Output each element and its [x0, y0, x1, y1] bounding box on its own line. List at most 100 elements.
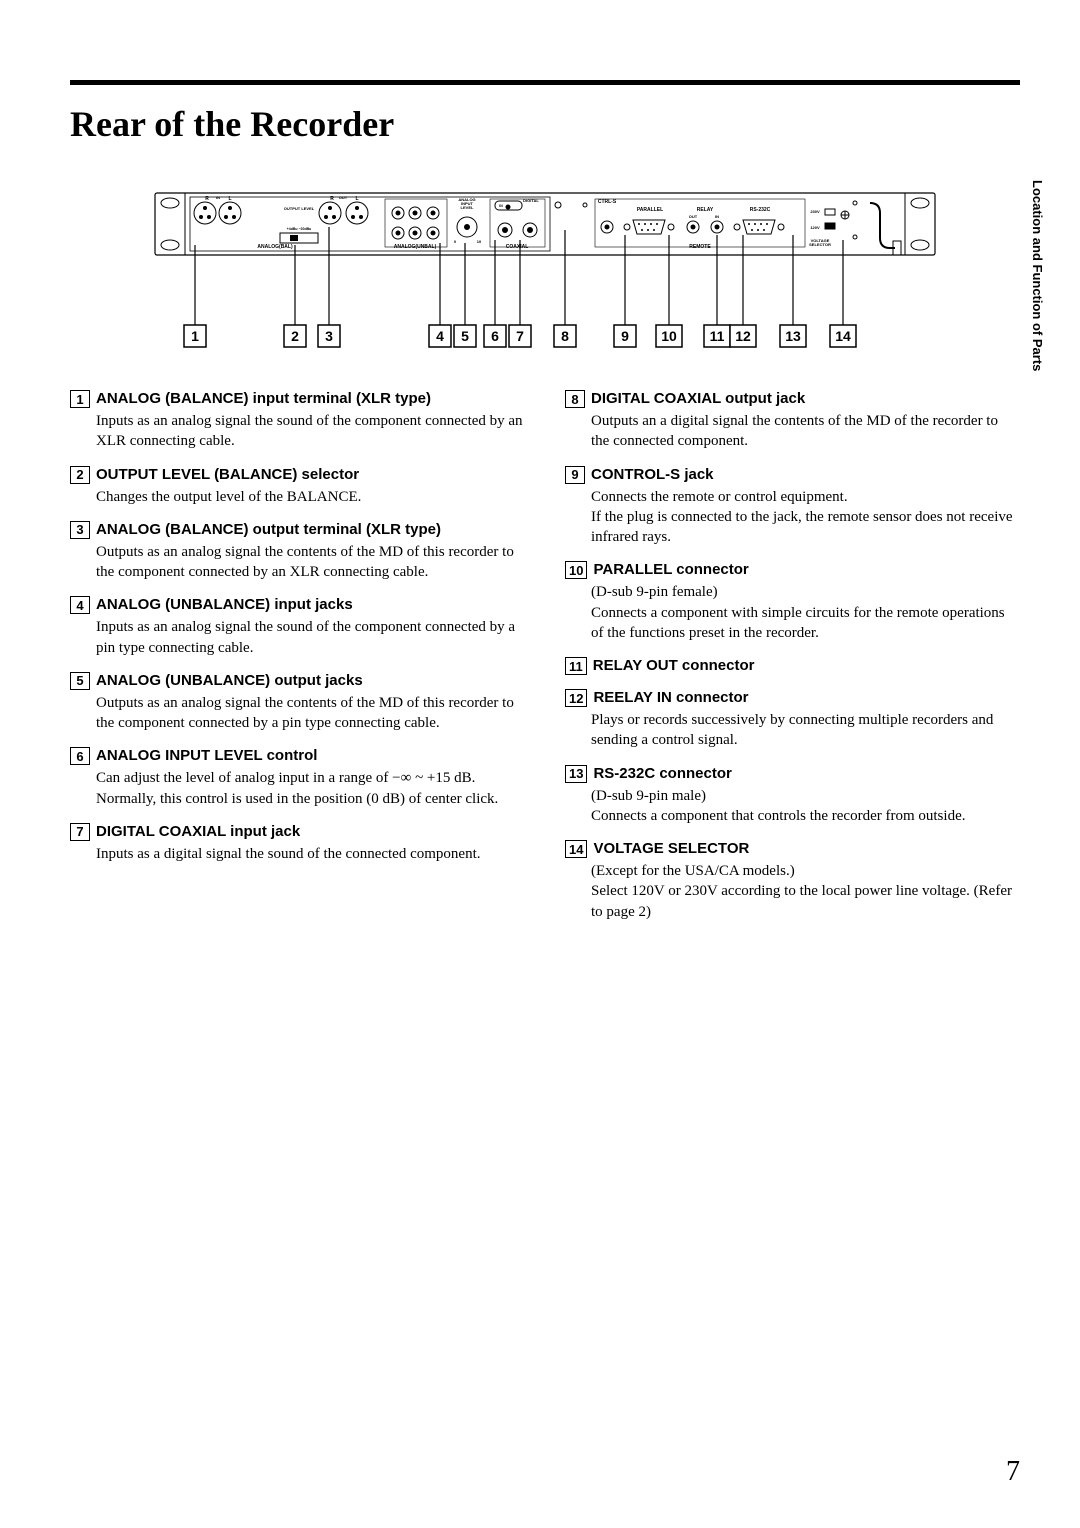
svg-text:IN: IN	[499, 204, 503, 208]
svg-text:1: 1	[191, 328, 199, 344]
item-desc: Can adjust the level of analog input in …	[96, 768, 525, 809]
item-desc: Inputs as an analog signal the sound of …	[96, 411, 525, 452]
svg-text:5: 5	[461, 328, 469, 344]
item-title-text: ANALOG (UNBALANCE) input jacks	[96, 596, 353, 613]
svg-text:R: R	[330, 196, 334, 202]
svg-text:CTRL-S: CTRL-S	[598, 199, 617, 205]
svg-text:REMOTE: REMOTE	[689, 244, 711, 250]
section-rule	[70, 80, 1020, 85]
number-box: 12	[565, 689, 587, 707]
svg-text:OUTPUT LEVEL: OUTPUT LEVEL	[284, 206, 315, 211]
item-title: 4 ANALOG (UNBALANCE) input jacks	[70, 596, 525, 614]
svg-text:COAXIAL: COAXIAL	[506, 244, 529, 250]
item-desc: Connects the remote or control equipment…	[591, 487, 1020, 548]
item-title-text: RELAY OUT connector	[593, 657, 755, 674]
item-title: 6 ANALOG INPUT LEVEL control	[70, 747, 525, 765]
desc-item-12: 12 REELAY IN connector Plays or records su…	[565, 689, 1020, 751]
svg-text:120V: 120V	[810, 225, 820, 230]
svg-text:10: 10	[661, 328, 677, 344]
desc-item-2: 2OUTPUT LEVEL (BALANCE) selectorChanges …	[70, 466, 525, 507]
item-title: 3 ANALOG (BALANCE) output terminal (XLR t…	[70, 521, 525, 539]
svg-text:VOLTAGESELECTOR: VOLTAGESELECTOR	[809, 238, 831, 247]
item-title: 5 ANALOG (UNBALANCE) output jacks	[70, 672, 525, 690]
svg-text:10: 10	[477, 239, 482, 244]
svg-text:OUT: OUT	[689, 214, 698, 219]
item-title-text: ANALOG (UNBALANCE) output jacks	[96, 672, 363, 689]
item-title-text: ANALOG (BALANCE) output terminal (XLR ty…	[96, 521, 441, 538]
svg-text:R: R	[205, 196, 209, 202]
svg-text:9: 9	[621, 328, 629, 344]
number-box: 7	[70, 823, 90, 841]
item-desc: (D-sub 9-pin female) Connects a componen…	[591, 582, 1020, 643]
item-desc: Plays or records successively by connect…	[591, 710, 1020, 751]
svg-text:7: 7	[516, 328, 524, 344]
page-number: 7	[1006, 1456, 1020, 1488]
desc-item-10: 10 PARALLEL connector (D-sub 9-pin female)…	[565, 561, 1020, 643]
desc-item-9: 9 CONTROL-S jack Connects the remote or co…	[565, 466, 1020, 548]
svg-text:PARALLEL: PARALLEL	[637, 207, 663, 213]
svg-text:230V: 230V	[810, 209, 820, 214]
svg-text:3: 3	[325, 328, 333, 344]
svg-text:6: 6	[491, 328, 499, 344]
number-box: 4	[70, 596, 90, 614]
item-title-text: CONTROL-S jack	[591, 466, 714, 483]
item-title-text: REELAY IN connector	[593, 689, 748, 706]
content-columns: 1 ANALOG (BALANCE) input terminal (XLR ty…	[70, 390, 1020, 936]
right-column: 8DIGITAL COAXIAL output jackOutputs an a…	[565, 390, 1020, 936]
number-box: 11	[565, 657, 587, 675]
desc-item-1: 1 ANALOG (BALANCE) input terminal (XLR ty…	[70, 390, 525, 452]
item-title: 2 OUTPUT LEVEL (BALANCE) selector	[70, 466, 525, 484]
svg-text:L: L	[355, 196, 358, 202]
number-box: 3	[70, 521, 90, 539]
item-title: 9 CONTROL-S jack	[565, 466, 1020, 484]
rear-panel-diagram: R L IN OUTPUT LEVEL +4dBu −20dBu R L OUT…	[70, 185, 1020, 365]
item-title-text: PARALLEL connector	[593, 561, 748, 578]
number-box: 8	[565, 390, 585, 408]
svg-text:2: 2	[291, 328, 299, 344]
svg-text:IN: IN	[715, 214, 719, 219]
item-title-text: RS-232C connector	[593, 765, 731, 782]
item-title-text: ANALOG (BALANCE) input terminal (XLR typ…	[96, 390, 431, 407]
svg-text:12: 12	[735, 328, 751, 344]
number-box: 2	[70, 466, 90, 484]
svg-text:4: 4	[436, 328, 444, 344]
item-title: 1 ANALOG (BALANCE) input terminal (XLR ty…	[70, 390, 525, 408]
item-title-text: OUTPUT LEVEL (BALANCE) selector	[96, 466, 359, 483]
svg-text:L: L	[228, 196, 231, 202]
item-desc: Inputs as a digital signal the sound of …	[96, 844, 525, 864]
number-box: 1	[70, 390, 90, 408]
svg-text:11: 11	[710, 328, 725, 344]
svg-text:RS-232C: RS-232C	[750, 207, 771, 213]
item-title: 14VOLTAGE SELECTOR	[565, 840, 1020, 858]
side-section-label: Location and Function of Parts	[1030, 180, 1045, 371]
item-title: 13RS-232C connector	[565, 765, 1020, 783]
svg-text:8: 8	[561, 328, 569, 344]
item-desc: Inputs as an analog signal the sound of …	[96, 617, 525, 658]
number-box: 5	[70, 672, 90, 690]
item-desc: Outputs as an analog signal the contents…	[96, 542, 525, 583]
svg-text:OUT: OUT	[339, 195, 348, 200]
item-title-text: ANALOG INPUT LEVEL control	[96, 747, 317, 764]
number-box: 9	[565, 466, 585, 484]
svg-text:ANALOG(UNBAL): ANALOG(UNBAL)	[394, 244, 437, 250]
item-desc: (Except for the USA/CA models.) Select 1…	[591, 861, 1020, 922]
number-box: 14	[565, 840, 587, 858]
desc-item-7: 7 DIGITAL COAXIAL input jack Inputs as a d…	[70, 823, 525, 864]
svg-text:ANALOG(BAL): ANALOG(BAL)	[257, 244, 293, 250]
number-box: 10	[565, 561, 587, 579]
svg-text:+4dBu −20dBu: +4dBu −20dBu	[287, 227, 312, 231]
item-desc: Outputs an a digital signal the contents…	[591, 411, 1020, 452]
desc-item-3: 3 ANALOG (BALANCE) output terminal (XLR t…	[70, 521, 525, 583]
svg-text:14: 14	[835, 328, 851, 344]
svg-text:RELAY: RELAY	[697, 207, 714, 213]
desc-item-8: 8DIGITAL COAXIAL output jackOutputs an a…	[565, 390, 1020, 452]
item-title: 11 RELAY OUT connector	[565, 657, 1020, 675]
item-title: 10 PARALLEL connector	[565, 561, 1020, 579]
page-title: Rear of the Recorder	[70, 103, 1020, 145]
item-title-text: DIGITAL COAXIAL input jack	[96, 823, 300, 840]
left-column: 1 ANALOG (BALANCE) input terminal (XLR ty…	[70, 390, 525, 936]
desc-item-14: 14VOLTAGE SELECTOR (Except for the USA/CA…	[565, 840, 1020, 922]
svg-text:13: 13	[785, 328, 801, 344]
desc-item-4: 4 ANALOG (UNBALANCE) input jacks Inputs as…	[70, 596, 525, 658]
number-box: 6	[70, 747, 90, 765]
